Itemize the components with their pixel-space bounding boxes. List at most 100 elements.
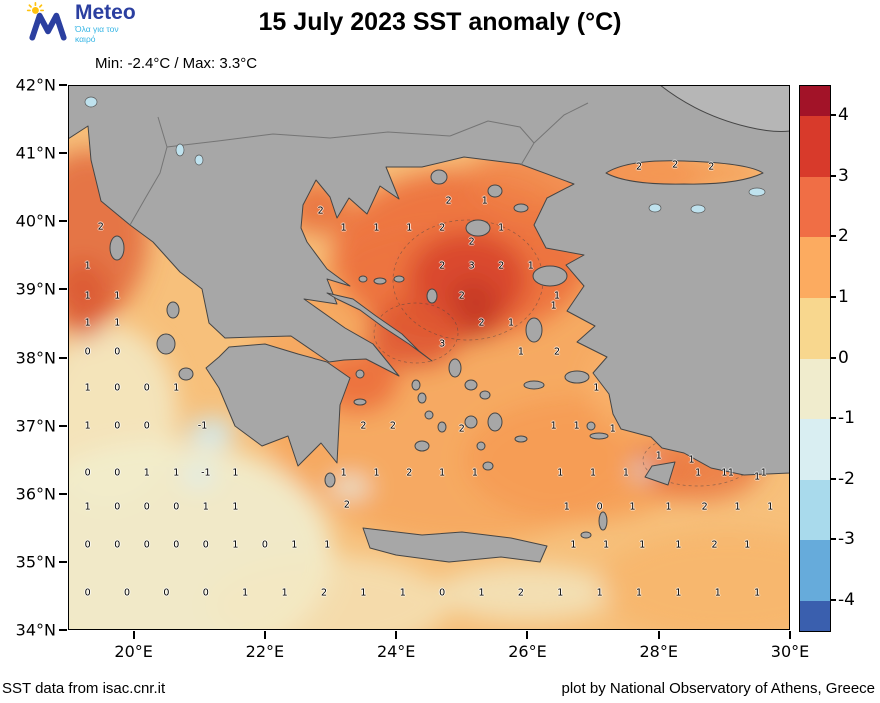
- sst-value-label: 1: [143, 467, 150, 479]
- sst-value-label: 1: [114, 317, 121, 329]
- y-tick-mark: [59, 424, 67, 427]
- colorbar-block: [800, 116, 830, 177]
- colorbar-block: [800, 479, 830, 541]
- sst-value-label: 1: [232, 539, 239, 551]
- colorbar-block: [800, 358, 830, 420]
- sst-value-label: 1: [478, 587, 485, 599]
- sst-value-label: 1: [84, 501, 91, 513]
- sst-value-label: 1: [563, 501, 570, 513]
- colorbar-tick-label: 4: [838, 105, 849, 125]
- sst-value-label: 2: [458, 290, 465, 302]
- sst-value-label: 0: [114, 539, 121, 551]
- brand-tagline: Όλα για τον καιρό: [75, 24, 119, 44]
- sst-value-label: 2: [458, 423, 465, 435]
- sst-value-label: 1: [754, 471, 761, 483]
- sst-value-label: 1: [508, 317, 515, 329]
- y-axis: 42°N 41°N 40°N 39°N 38°N 37°N 36°N 35°N 34°N: [0, 76, 62, 640]
- colorbar-tick-mark: [830, 417, 836, 420]
- x-tick-mark: [132, 631, 135, 639]
- sst-value-label: 2: [517, 587, 524, 599]
- sst-value-label: 1: [767, 501, 774, 513]
- colorbar-tick-label: 1: [838, 286, 849, 307]
- colorbar-labels: 4 3 2 1 0 -1 -2 -3 -4: [830, 85, 878, 630]
- x-axis: 20°E 22°E 24°E 26°E 28°E 30°E: [68, 642, 809, 666]
- value-labels-layer: 2 1 1 1 1 1 0 0 1 0 0 1 1 0 0 -1 0 0 1 1 -1 1 1 0 0 0 1 1 0 0 0 0 0 1 0 1 1 0…: [68, 85, 790, 630]
- sst-value-label: 2: [320, 587, 327, 599]
- sst-value-label: 3: [468, 260, 475, 272]
- y-tick-mark: [59, 152, 67, 155]
- y-tick-label: 35°N: [15, 552, 56, 572]
- colorbar-block: [800, 176, 830, 238]
- sst-value-label: 1: [744, 539, 751, 551]
- colorbar-block: [800, 601, 830, 631]
- sst-value-label: -1: [197, 420, 208, 432]
- y-tick-mark: [59, 356, 67, 359]
- sst-value-label: 1: [593, 382, 600, 394]
- sst-value-label: 1: [675, 539, 682, 551]
- peloponnese: [205, 343, 351, 467]
- sst-value-label: 1: [340, 467, 347, 479]
- figure-title: 15 July 2023 SST anomaly (°C): [258, 8, 622, 36]
- colorbar-tick-mark: [830, 599, 836, 601]
- colorbar-tick-mark: [830, 477, 836, 480]
- sst-value-label: 0: [114, 382, 121, 394]
- sst-value-label: 0: [114, 467, 121, 479]
- sst-value-label: 1: [754, 587, 761, 599]
- sst-value-label: 1: [695, 467, 702, 479]
- y-tick-mark: [59, 629, 67, 631]
- sst-value-label: 1: [324, 539, 331, 551]
- sst-value-label: 1: [232, 467, 239, 479]
- sst-value-label: 2: [439, 222, 446, 234]
- sst-value-label: 2: [317, 205, 324, 217]
- sst-value-label: 1: [406, 222, 413, 234]
- sst-value-label: 2: [498, 260, 505, 272]
- rhodes: [644, 461, 676, 486]
- colorbar-tick-mark: [830, 356, 836, 359]
- sst-value-label: 2: [701, 501, 708, 513]
- sst-value-label: 0: [173, 539, 180, 551]
- y-tick-label: 38°N: [15, 348, 56, 367]
- y-tick-label: 41°N: [15, 143, 56, 163]
- sst-value-label: 1: [439, 467, 446, 479]
- colorbar-block: [800, 86, 830, 116]
- sst-value-label: 0: [261, 539, 268, 551]
- colorbar-block: [800, 540, 830, 601]
- x-tick-label: 28°E: [639, 642, 678, 661]
- colorbar-tick-label: -2: [838, 468, 855, 489]
- sst-value-label: 0: [84, 467, 91, 479]
- plot-credit: plot by National Observatory of Athens, …: [561, 680, 876, 697]
- y-tick-mark: [59, 288, 67, 291]
- colorbar: [799, 85, 831, 632]
- sst-value-label: 1: [550, 300, 557, 312]
- colorbar-tick-label: 3: [838, 165, 849, 186]
- colorbar-tick-label: -4: [838, 590, 855, 610]
- sst-value-label: 2: [445, 195, 452, 207]
- x-tick-label: 30°E: [770, 642, 810, 661]
- colorbar-tick-mark: [830, 114, 836, 116]
- colorbar-tick-label: -3: [838, 529, 855, 550]
- colorbar-block: [800, 237, 830, 298]
- sst-value-label: 1: [291, 539, 298, 551]
- sst-value-label: 1: [609, 423, 616, 435]
- sst-value-label: 0: [173, 501, 180, 513]
- sst-value-label: 1: [84, 317, 91, 329]
- sst-value-label: 1: [281, 587, 288, 599]
- minmax-label: Min: -2.4°C / Max: 3.3°C: [95, 55, 258, 72]
- sst-value-label: 2: [711, 539, 718, 551]
- sst-value-label: 1: [202, 501, 209, 513]
- sst-value-label: 1: [570, 539, 577, 551]
- x-tick-mark: [657, 631, 660, 639]
- sst-value-label: 0: [202, 539, 209, 551]
- sst-value-label: 1: [727, 467, 734, 479]
- sst-value-label: 1: [603, 539, 610, 551]
- sst-value-label: 1: [481, 195, 488, 207]
- y-tick-mark: [59, 84, 67, 86]
- sst-value-label: 1: [553, 290, 561, 302]
- x-tick-mark: [263, 631, 266, 639]
- map-canvas: 2 1 1 1 1 1 0 0 1 0 0 1 1 0 0 -1 0 0 1 1 -1 1 1 0 0 0 1 1 0 0 0 0 0 1 0 1 1 0…: [59, 84, 791, 639]
- colorbar-block: [800, 419, 830, 480]
- sst-value-label: 1: [596, 587, 603, 599]
- y-tick-label: 34°N: [15, 620, 56, 640]
- sst-value-label: 0: [143, 382, 150, 394]
